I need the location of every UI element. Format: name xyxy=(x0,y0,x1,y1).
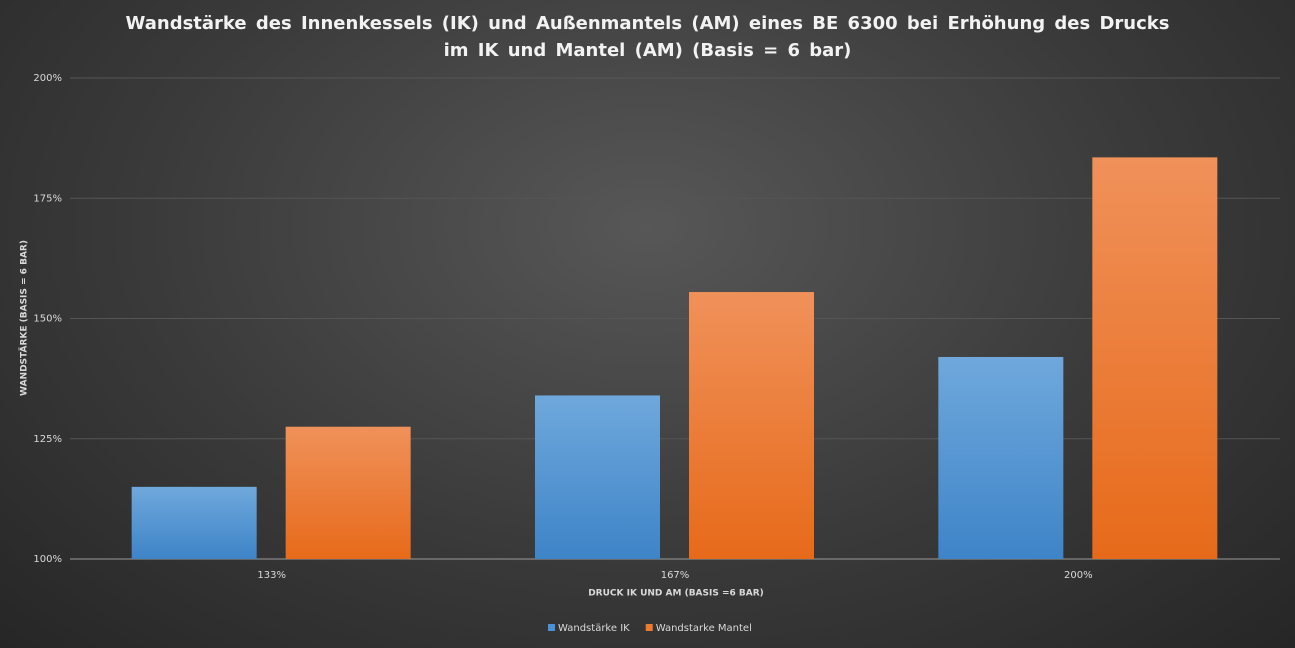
bar xyxy=(285,426,411,559)
bar xyxy=(1092,157,1218,560)
bar xyxy=(938,356,1064,559)
bar xyxy=(689,292,814,559)
y-tick-label: 200% xyxy=(33,73,62,84)
y-tick-label: 150% xyxy=(33,314,62,325)
x-axis-label: DRUCK IK UND AM (BASIS =6 BAR) xyxy=(588,589,764,599)
y-axis-label: WANDSTÄRKE (BASIS = 6 BAR) xyxy=(19,240,30,396)
chart-title: Wandstärke des Innenkessels (IK) und Auß… xyxy=(125,13,1170,61)
x-tick-label: 167% xyxy=(661,570,690,581)
legend-label: Wandstärke IK xyxy=(558,623,630,634)
y-tick-label: 175% xyxy=(33,193,62,204)
x-tick-label: 200% xyxy=(1064,570,1093,581)
x-tick-label: 133% xyxy=(257,570,286,581)
bar xyxy=(131,486,257,559)
bar xyxy=(535,395,660,559)
legend-swatch xyxy=(645,624,653,631)
y-tick-label: 125% xyxy=(33,434,62,445)
legend-label: Wandstarke Mantel xyxy=(656,623,752,634)
legend-swatch xyxy=(548,624,555,631)
y-tick-label: 100% xyxy=(33,554,62,565)
